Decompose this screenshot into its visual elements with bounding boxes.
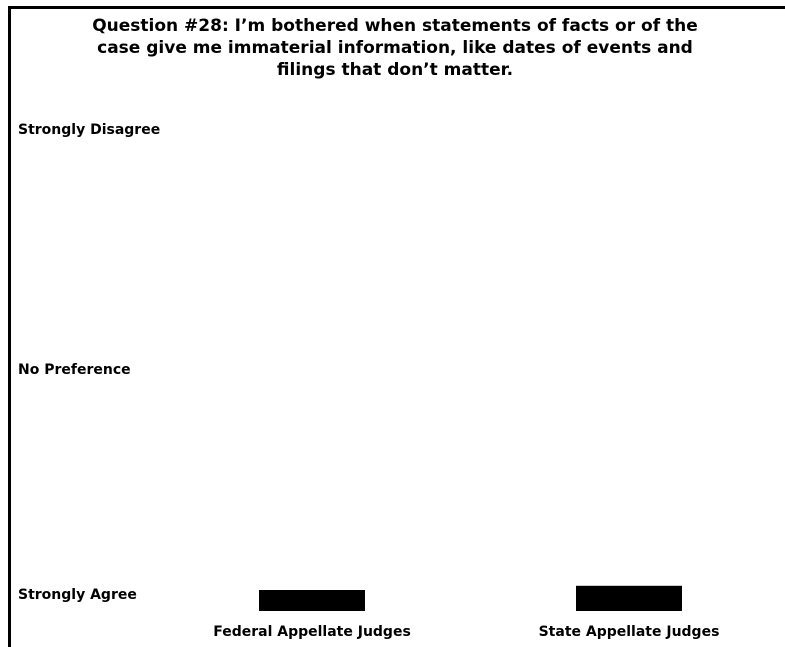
bar-state-appellate-judges (576, 585, 682, 611)
x-label-federal-appellate-judges: Federal Appellate Judges (213, 624, 411, 640)
chart-title: Question #28: I’m bothered when statemen… (92, 16, 698, 80)
y-label-strongly-agree: Strongly Agree (18, 587, 137, 603)
bar-federal-appellate-judges (259, 590, 365, 611)
y-label-strongly-disagree: Strongly Disagree (18, 122, 161, 138)
chart-frame (8, 6, 785, 647)
y-label-no-preference: No Preference (18, 362, 131, 378)
x-label-state-appellate-judges: State Appellate Judges (539, 624, 720, 640)
